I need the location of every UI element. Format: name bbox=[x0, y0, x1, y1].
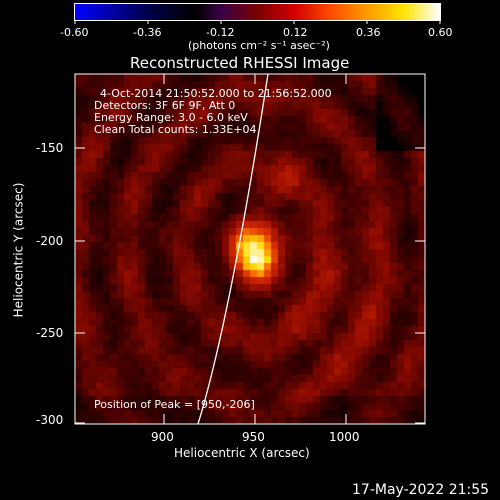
timestamp: 17-May-2022 21:55 bbox=[352, 482, 490, 498]
x-axis-label: Heliocentric X (arcsec) bbox=[174, 446, 310, 460]
x-tick-950: 950 bbox=[242, 430, 265, 444]
y-axis-label: Heliocentric Y (arcsec) bbox=[11, 182, 26, 318]
colorbar-tick-5: 0.36 bbox=[356, 26, 381, 39]
peak-position-label: Position of Peak = [950,-206] bbox=[94, 398, 255, 411]
colorbar-tick-3: -0.12 bbox=[206, 26, 235, 39]
x-tick-1000: 1000 bbox=[329, 430, 360, 444]
y-tick-200: -200 bbox=[36, 234, 64, 248]
axis-ticks bbox=[75, 74, 425, 424]
info-energy-range: Energy Range: 3.0 - 6.0 keV bbox=[94, 111, 248, 124]
colorbar bbox=[74, 3, 441, 21]
plot-title: Reconstructed RHESSI Image bbox=[130, 54, 350, 72]
image-panel bbox=[75, 74, 425, 424]
info-time-range: 4-Oct-2014 21:50:52.000 to 21:56:52.000 bbox=[100, 87, 332, 100]
reconstructed-image bbox=[75, 74, 425, 424]
info-clean-counts: Clean Total counts: 1.33E+04 bbox=[94, 123, 257, 136]
colorbar-tick-4: 0.12 bbox=[283, 26, 308, 39]
colorbar-units: (photons cm⁻² s⁻¹ asec⁻²) bbox=[188, 39, 330, 52]
info-detectors: Detectors: 3F 6F 9F, Att 0 bbox=[94, 99, 236, 112]
colorbar-tick-1: -0.60 bbox=[60, 26, 89, 39]
y-tick-150: -150 bbox=[36, 141, 64, 155]
y-tick-300: -300 bbox=[36, 413, 64, 427]
colorbar-tick-2: -0.36 bbox=[133, 26, 162, 39]
plot-frame bbox=[74, 73, 426, 425]
x-tick-900: 900 bbox=[151, 430, 174, 444]
colorbar-ticks bbox=[74, 20, 441, 24]
colorbar-tick-6: 0.60 bbox=[428, 26, 453, 39]
solar-limb bbox=[197, 73, 269, 425]
y-tick-250: -250 bbox=[36, 326, 64, 340]
